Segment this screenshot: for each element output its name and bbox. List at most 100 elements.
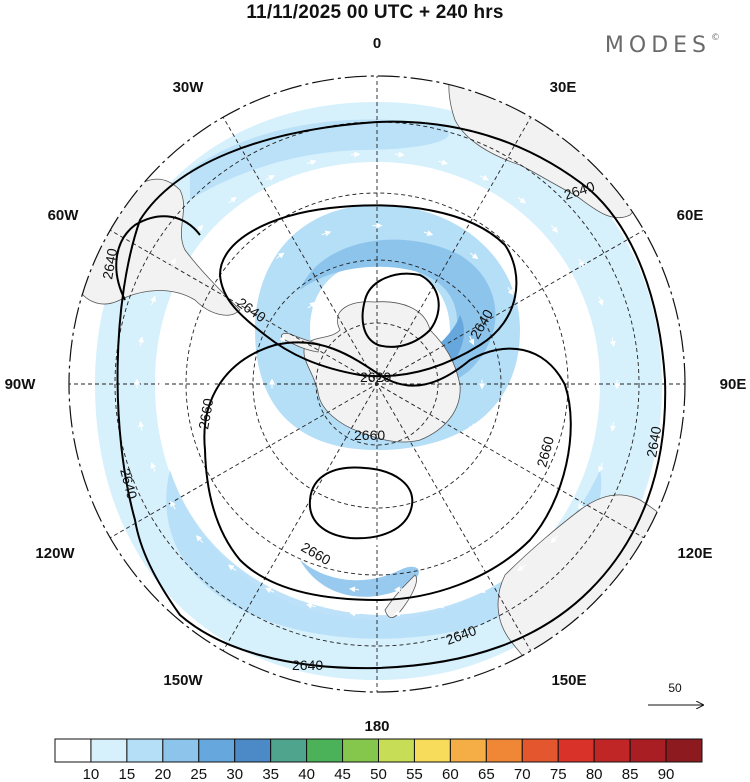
lon-label: 60W bbox=[48, 207, 80, 224]
lon-label: 180 bbox=[364, 718, 389, 735]
wind-arrow bbox=[480, 202, 490, 209]
wind-arrow bbox=[550, 225, 559, 233]
wind-arrow bbox=[321, 230, 332, 237]
wind-arrow bbox=[265, 587, 275, 594]
wind-arrow bbox=[393, 610, 404, 617]
colorbar-label: 60 bbox=[442, 766, 459, 782]
wind-arrow bbox=[305, 577, 315, 584]
wind-arrow bbox=[468, 335, 475, 346]
wind-arrow bbox=[150, 462, 157, 472]
map-border bbox=[68, 75, 686, 693]
brand-name: MODES bbox=[604, 33, 711, 58]
wind-arrow bbox=[517, 197, 527, 204]
colorbar-label: 80 bbox=[586, 766, 603, 782]
wind-arrow bbox=[138, 336, 144, 347]
colorbar-swatch bbox=[234, 738, 272, 763]
wind-arrow bbox=[163, 335, 170, 346]
contour-2640-outer bbox=[116, 120, 667, 670]
colorbar-swatch bbox=[557, 738, 595, 763]
wind-arrow bbox=[349, 282, 359, 289]
colorbar-swatch bbox=[485, 738, 523, 763]
wind-arrow bbox=[584, 422, 591, 433]
contour-label: 2640 bbox=[643, 425, 664, 459]
colorbar-label: 90 bbox=[658, 766, 675, 782]
wind-arrow bbox=[395, 282, 406, 289]
wind-arrow bbox=[423, 230, 434, 237]
wind-arrow bbox=[507, 473, 514, 482]
wind-arrow bbox=[150, 295, 156, 306]
wind-arrow bbox=[609, 337, 616, 348]
colorbar-swatch bbox=[198, 738, 236, 763]
colorbar-label: 20 bbox=[154, 766, 171, 782]
wind-arrow bbox=[200, 258, 207, 267]
modes-logo: MODES© bbox=[605, 33, 720, 58]
wind-arrow bbox=[228, 196, 237, 204]
lon-label: 30E bbox=[550, 79, 577, 96]
wind-arrow bbox=[530, 330, 537, 341]
wind-arrow bbox=[438, 459, 447, 467]
colorbar-label: 10 bbox=[83, 766, 100, 782]
contour-label: 2640 bbox=[99, 247, 120, 281]
wind-arrow bbox=[163, 421, 170, 432]
wind-arrow bbox=[479, 174, 489, 181]
contour-2640-west bbox=[115, 215, 201, 301]
wind-arrow bbox=[229, 533, 237, 541]
contour-2660-small bbox=[308, 466, 414, 540]
wind-arrow bbox=[264, 559, 274, 566]
wind-arrow bbox=[265, 202, 275, 209]
colorbar-label: 30 bbox=[226, 766, 243, 782]
wind-arrow bbox=[306, 159, 317, 166]
wind-arrow bbox=[276, 252, 285, 259]
wind-arrow bbox=[170, 258, 176, 267]
wind-arrow bbox=[240, 472, 247, 482]
wind-arrow bbox=[438, 159, 448, 166]
wind-arrow bbox=[570, 295, 576, 306]
wind-arrow bbox=[394, 586, 405, 593]
lon-label: 30W bbox=[173, 79, 205, 96]
contour-label: 2640 bbox=[292, 657, 323, 673]
colorbar-swatch bbox=[593, 738, 631, 763]
wind-arrow bbox=[306, 185, 316, 191]
lon-label: 120E bbox=[677, 545, 712, 562]
wind-arrow bbox=[350, 151, 361, 158]
colorbar-label: 25 bbox=[190, 766, 207, 782]
wind-arrow bbox=[439, 184, 449, 191]
longitude-labels: 0 30E 60E 90E 120E 150E 180 150W 120W 90… bbox=[5, 35, 747, 735]
lon-label: 150E bbox=[551, 672, 586, 689]
lon-label: 150W bbox=[163, 672, 203, 689]
colorbar-label: 75 bbox=[550, 766, 567, 782]
wind-arrow bbox=[507, 286, 514, 296]
wind-vectors bbox=[134, 151, 620, 617]
colorbar-label: 50 bbox=[370, 766, 387, 782]
wind-jet-core bbox=[300, 239, 496, 386]
wind-arrow bbox=[195, 535, 204, 543]
colorbar-swatch bbox=[342, 738, 379, 763]
colorbar-label: 55 bbox=[406, 766, 423, 782]
colorbar-swatch bbox=[378, 738, 415, 763]
wind-arrow bbox=[437, 602, 448, 609]
wind-arrow bbox=[349, 610, 360, 617]
colorbar-swatch bbox=[629, 738, 667, 763]
colorbar-swatch bbox=[270, 738, 308, 763]
contour-label: 2660 bbox=[354, 427, 385, 443]
wind-arrow bbox=[531, 428, 537, 439]
wind-scale: 50 bbox=[648, 681, 703, 705]
wind-arrow bbox=[275, 508, 284, 516]
brand-mark: © bbox=[711, 33, 720, 43]
contour-label: 2660 bbox=[195, 397, 216, 431]
wind-arrow bbox=[597, 296, 604, 306]
wind-arrow bbox=[177, 295, 184, 305]
wind-arrow bbox=[550, 535, 558, 544]
wind-arrow bbox=[349, 175, 360, 182]
wind-arrow bbox=[584, 336, 591, 347]
wind-band-north bbox=[190, 119, 449, 200]
wind-arrow bbox=[229, 226, 238, 234]
wind-arrow bbox=[279, 422, 286, 433]
wind-arrow bbox=[307, 301, 316, 309]
wind-arrow bbox=[422, 531, 433, 538]
colorbar-label: 15 bbox=[119, 766, 136, 782]
colorbar-label: 70 bbox=[514, 766, 531, 782]
lon-label: 0 bbox=[373, 35, 381, 52]
colorbar-label: 65 bbox=[478, 766, 495, 782]
